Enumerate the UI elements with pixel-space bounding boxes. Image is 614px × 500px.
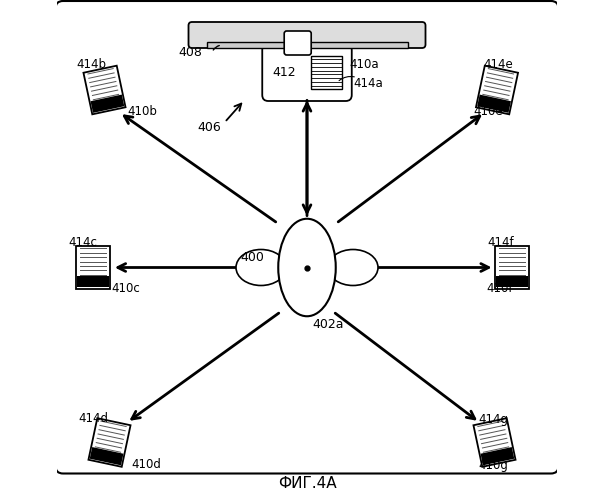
Text: 414f: 414f bbox=[487, 236, 514, 250]
Text: 410a: 410a bbox=[349, 58, 379, 71]
FancyBboxPatch shape bbox=[55, 1, 559, 474]
Text: 406: 406 bbox=[198, 121, 222, 134]
Bar bbox=[481, 447, 515, 466]
Text: 410b: 410b bbox=[127, 105, 157, 118]
Text: 410d: 410d bbox=[131, 458, 161, 471]
Text: 414d: 414d bbox=[78, 412, 108, 426]
Bar bbox=[311, 56, 342, 90]
Text: 410c: 410c bbox=[111, 282, 140, 296]
Bar bbox=[76, 246, 110, 288]
Ellipse shape bbox=[278, 219, 336, 316]
Bar bbox=[495, 246, 529, 288]
Text: 408: 408 bbox=[178, 46, 202, 59]
Text: 414c: 414c bbox=[68, 236, 97, 250]
Text: ФИГ.4А: ФИГ.4А bbox=[278, 476, 336, 492]
Bar bbox=[90, 94, 124, 113]
Ellipse shape bbox=[236, 250, 286, 286]
Text: 400: 400 bbox=[241, 251, 265, 264]
Text: 410e: 410e bbox=[473, 105, 503, 118]
Ellipse shape bbox=[328, 250, 378, 286]
Bar bbox=[90, 447, 123, 466]
Bar bbox=[88, 418, 131, 467]
Bar bbox=[476, 66, 518, 114]
Text: 410f: 410f bbox=[486, 282, 513, 296]
FancyBboxPatch shape bbox=[206, 42, 408, 48]
Text: 414e: 414e bbox=[483, 58, 513, 71]
Text: 412: 412 bbox=[272, 66, 295, 79]
FancyBboxPatch shape bbox=[284, 31, 311, 55]
Text: 410g: 410g bbox=[478, 458, 508, 471]
Bar bbox=[473, 418, 516, 467]
Bar bbox=[84, 66, 125, 114]
FancyBboxPatch shape bbox=[188, 22, 426, 48]
Text: 414b: 414b bbox=[76, 58, 106, 71]
Bar bbox=[477, 94, 511, 113]
Bar bbox=[496, 276, 528, 287]
Text: 402a: 402a bbox=[312, 318, 343, 332]
Text: 414g: 414g bbox=[478, 412, 508, 426]
FancyBboxPatch shape bbox=[262, 44, 352, 101]
Text: 414a: 414a bbox=[354, 77, 383, 90]
Bar bbox=[77, 276, 109, 287]
